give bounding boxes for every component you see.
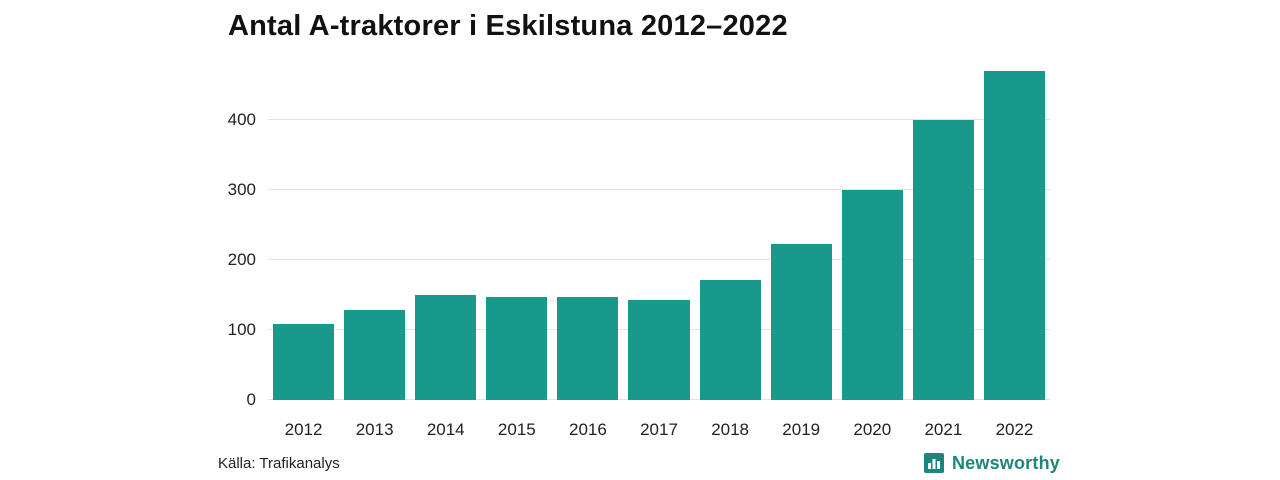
bar-column: [410, 60, 481, 400]
gridline: [268, 188, 1050, 190]
x-tick-label: 2022: [995, 420, 1034, 439]
x-tick-label: 2013: [355, 420, 394, 439]
bar: [983, 70, 1046, 400]
source-note: Källa: Trafikanalys: [218, 455, 340, 472]
bar-column: [979, 60, 1050, 400]
gridline: [268, 118, 1050, 120]
newsworthy-logo-icon: [923, 453, 944, 473]
bar: [628, 299, 690, 400]
x-tick-label: 2016: [569, 420, 607, 439]
y-tick-label: 400: [227, 109, 256, 129]
bar: [912, 119, 974, 400]
bar: [841, 189, 903, 400]
x-tick-label: 2015: [497, 420, 536, 439]
y-tick-label: 100: [227, 319, 256, 339]
x-tick-label: 2020: [853, 420, 892, 439]
bar-column: [695, 60, 766, 400]
x-tick-label: 2017: [640, 420, 678, 439]
x-tick-label: 2021: [924, 420, 963, 439]
bar-column: [481, 60, 552, 400]
bar: [415, 294, 477, 400]
bars-row: [268, 60, 1050, 400]
bar-column: [908, 60, 979, 400]
x-tick-label: 2019: [782, 420, 821, 439]
bar-column: [552, 60, 623, 400]
y-tick-label: 0: [246, 390, 256, 409]
bar-column: [268, 60, 339, 400]
bar: [770, 244, 832, 400]
gridline: [268, 258, 1050, 260]
bar-column: [837, 60, 908, 400]
x-tick-label: 2014: [426, 420, 465, 439]
bar: [273, 324, 335, 400]
bar-column: [766, 60, 837, 400]
x-tick-label: 2012: [284, 420, 323, 439]
x-axis: 2012 2013 2014 2015 2016 2017 2018 2019 2020 2021…: [268, 400, 1050, 440]
bar-column: [623, 60, 694, 400]
plot-area: 0 100 200 300 400 2012 2013 2014 2015 2016 2017 201…: [228, 60, 1050, 439]
bar: [557, 296, 619, 400]
bar-column: [339, 60, 410, 400]
bar: [344, 310, 406, 400]
x-tick-label: 2018: [711, 420, 750, 439]
y-tick-label: 300: [227, 179, 256, 199]
bar: [699, 280, 761, 400]
y-tick-label: 200: [227, 249, 256, 269]
newsworthy-logo-text: Newsworthy: [951, 452, 1060, 473]
bar: [486, 296, 548, 400]
newsworthy-logo: Newsworthy: [923, 452, 1060, 474]
chart-title: Antal A-traktorer i Eskilstuna 2012–2022: [228, 10, 788, 42]
